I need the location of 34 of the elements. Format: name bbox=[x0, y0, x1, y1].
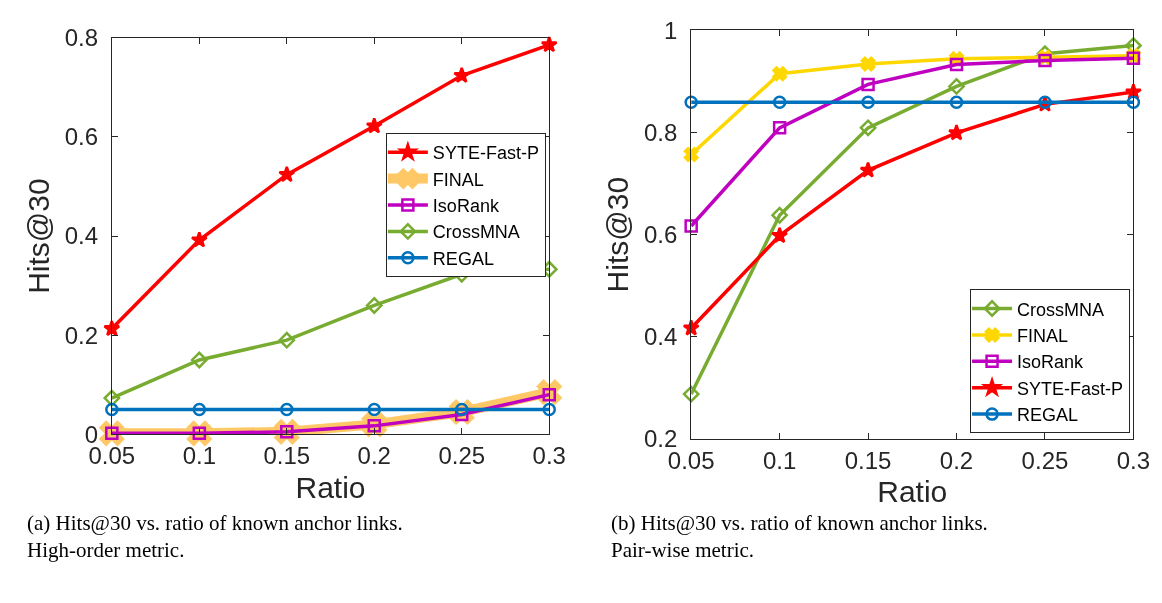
legend-label: SYTE-Fast-P bbox=[1017, 378, 1124, 399]
legend-label: CrossMNA bbox=[1017, 299, 1105, 320]
x-tick-label: 0.2 bbox=[357, 442, 391, 470]
x-tick-label: 0.25 bbox=[1021, 446, 1069, 474]
legend-label: REGAL bbox=[1017, 405, 1079, 426]
y-tick-label: 0.6 bbox=[64, 123, 99, 151]
x-tick-label: 0.25 bbox=[438, 442, 486, 470]
legend-label: IsoRank bbox=[432, 196, 500, 217]
y-axis-title: Hits@30 bbox=[601, 176, 634, 293]
x-tick-label: 0.3 bbox=[1116, 446, 1151, 474]
y-tick-label: 0.8 bbox=[644, 118, 678, 146]
legend-label: SYTE-Fast-P bbox=[432, 143, 539, 164]
y-axis-title: Hits@30 bbox=[21, 178, 55, 294]
x-axis-title: Ratio bbox=[877, 475, 948, 509]
text: (b) Hits@30 vs. ratio of known anchor links. Pair-wise metric. bbox=[611, 511, 988, 563]
legend-label: IsoRank bbox=[1017, 352, 1085, 373]
y-tick-label: 0.4 bbox=[64, 222, 99, 250]
y-tick-label: 0.4 bbox=[644, 323, 678, 351]
y-tick-label: 0.2 bbox=[64, 321, 99, 349]
y-tick-label: 1 bbox=[664, 16, 678, 44]
x-tick-label: 0.3 bbox=[532, 442, 566, 470]
x-tick-label: 0.2 bbox=[939, 446, 974, 474]
y-tick-label: 0.6 bbox=[644, 221, 678, 249]
x-axis-title: Ratio bbox=[295, 470, 366, 504]
legend-label: FINAL bbox=[432, 169, 484, 190]
legend-label: FINAL bbox=[1017, 325, 1069, 346]
x-tick-label: 0.15 bbox=[844, 446, 892, 474]
x-tick-label: 0.15 bbox=[263, 442, 311, 470]
x-tick-label: 0.1 bbox=[762, 446, 797, 474]
x-tick-label: 0.1 bbox=[182, 442, 216, 470]
legend-label: CrossMNA bbox=[432, 222, 520, 243]
legend-label: REGAL bbox=[432, 248, 494, 269]
y-tick-label: 0.8 bbox=[64, 24, 99, 52]
text: (a) Hits@30 vs. ratio of known anchor links. High-order metric. bbox=[27, 511, 403, 563]
